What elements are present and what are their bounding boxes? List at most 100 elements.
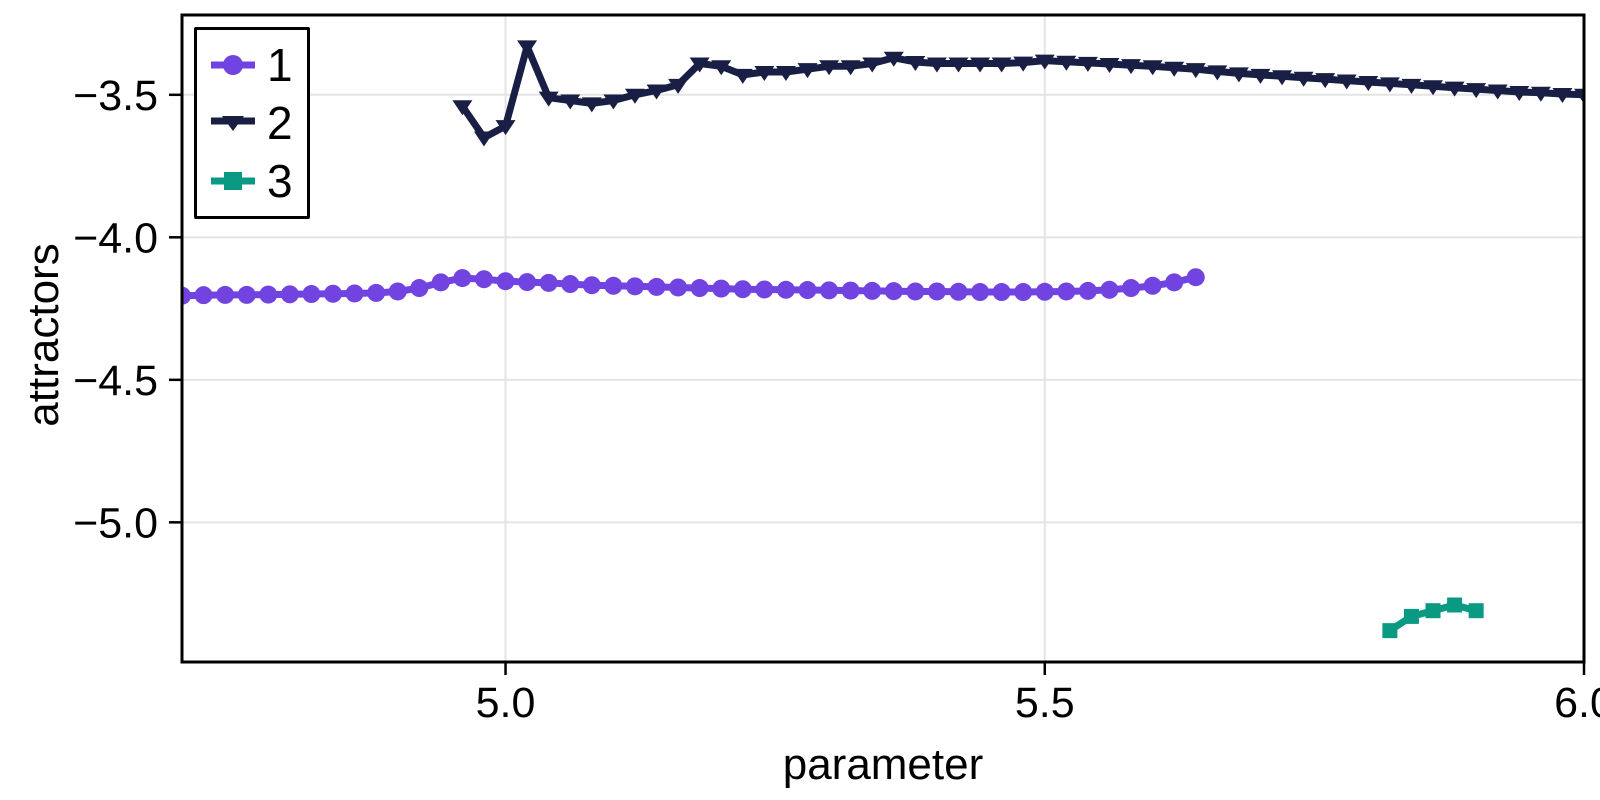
triangle-down-marker-icon <box>1185 63 1206 79</box>
triangle-down-marker-icon <box>1530 86 1551 102</box>
triangle-down-marker-icon <box>948 57 969 73</box>
circle-marker-icon <box>690 279 709 298</box>
circle-marker-icon <box>302 285 321 304</box>
circle-marker-icon <box>345 284 364 303</box>
circle-marker-icon <box>182 286 191 305</box>
triangle-down-marker-icon <box>560 94 581 110</box>
triangle-down-marker-icon <box>1121 59 1142 75</box>
legend-row-series-3: 3 <box>209 156 293 206</box>
legend-glyph-triangle <box>211 116 255 131</box>
x-axis-label: parameter <box>782 740 984 789</box>
y-axis-label: attractors <box>19 243 68 427</box>
legend-label: 3 <box>267 155 293 207</box>
circle-marker-icon <box>259 285 278 304</box>
circle-marker-icon <box>280 285 299 304</box>
triangle-down-marker-icon <box>1336 74 1357 90</box>
circle-marker-icon <box>431 273 450 292</box>
triangle-down-marker-icon <box>495 120 516 136</box>
square-marker-icon <box>1447 597 1463 613</box>
y-tick-label: −3.5 <box>73 72 158 120</box>
triangle-down-marker-icon <box>689 57 710 73</box>
legend-row-series-2: 2 <box>209 98 293 148</box>
triangle-down-marker-icon <box>222 116 244 131</box>
triangle-down-marker-icon <box>1164 61 1185 77</box>
triangle-down-marker-icon <box>1444 81 1465 97</box>
y-tick-label: −4.5 <box>73 357 158 405</box>
circle-marker-icon <box>798 281 817 300</box>
gridlines <box>182 15 1585 662</box>
x-tick-label: 5.5 <box>1015 679 1075 727</box>
triangle-down-marker-icon <box>1423 80 1444 96</box>
series-3 <box>1382 597 1484 639</box>
legend-label: 2 <box>267 97 293 149</box>
circle-marker-icon <box>223 55 243 75</box>
legend-glyph-circle <box>211 55 255 75</box>
y-tick-label: −5.0 <box>73 499 158 547</box>
triangle-down-marker-icon <box>624 88 645 104</box>
circle-marker-icon <box>194 286 213 305</box>
series-2 <box>452 40 1584 147</box>
triangle-down-marker-icon <box>1142 60 1163 76</box>
triangle-down-marker-icon <box>452 100 473 116</box>
circle-marker-icon <box>388 282 407 301</box>
circle-marker-icon <box>539 273 558 292</box>
circle-marker-icon <box>884 282 903 301</box>
x-tick-label: 6.0 <box>1554 679 1600 727</box>
circle-marker-icon <box>323 284 342 303</box>
triangle-down-marker-icon <box>1228 67 1249 83</box>
circle-marker-icon <box>820 281 839 300</box>
triangle-down-marker-icon <box>1272 70 1293 86</box>
triangle-down-marker-icon <box>473 131 494 147</box>
triangle-down-marker-icon <box>581 97 602 113</box>
triangle-down-marker-icon <box>905 56 926 72</box>
circle-marker-icon <box>647 277 666 296</box>
triangle-down-marker-icon <box>926 57 947 73</box>
circle-marker-icon <box>863 281 882 300</box>
circle-marker-icon <box>927 282 946 301</box>
series-1 <box>182 268 1205 305</box>
triangle-down-marker-icon <box>862 57 883 73</box>
triangle-down-marker-icon <box>603 94 624 110</box>
triangle-down-marker-icon <box>1056 55 1077 71</box>
triangle-down-marker-icon <box>1509 85 1530 101</box>
circle-marker-icon <box>1100 280 1119 299</box>
circle-marker-icon <box>1078 281 1097 300</box>
triangle-down-marker-icon <box>1487 84 1508 100</box>
legend-glyph-square <box>211 172 255 190</box>
triangle-down-marker-icon <box>1358 75 1379 91</box>
circle-marker-icon <box>1165 273 1184 292</box>
circle-marker-icon <box>367 283 386 302</box>
circle-marker-icon <box>1014 283 1033 302</box>
triangle-down-marker-icon <box>711 60 732 76</box>
triangle-down-marker-icon <box>1574 88 1584 104</box>
circle-marker-icon <box>906 282 925 301</box>
triangle-down-marker-icon <box>1034 54 1055 70</box>
circle-marker-icon <box>776 280 795 299</box>
triangle-down-marker-icon <box>646 84 667 100</box>
triangle-down-marker-icon <box>1293 71 1314 87</box>
circle-marker-icon <box>410 279 429 298</box>
triangle-down-marker-icon <box>883 51 904 67</box>
circle-marker-icon <box>237 285 256 304</box>
triangle-down-marker-icon <box>840 60 861 76</box>
triangle-down-marker-icon <box>1250 68 1271 84</box>
triangle-down-marker-icon <box>668 78 689 94</box>
circle-marker-icon <box>604 276 623 295</box>
square-marker-icon <box>1468 603 1484 619</box>
circle-marker-icon <box>1035 282 1054 301</box>
triangle-down-marker-icon <box>517 40 538 56</box>
triangle-down-marker-icon <box>1315 73 1336 89</box>
circle-marker-icon <box>518 273 537 292</box>
square-marker-icon <box>224 172 242 190</box>
tick-labels: 5.0 5.5 6.0 −3.5 −4.0 −4.5 −5.0 <box>73 72 1600 727</box>
triangle-down-marker-icon <box>819 60 840 76</box>
circle-marker-icon <box>582 276 601 295</box>
x-tick-label: 5.0 <box>476 679 536 727</box>
circle-marker-icon <box>992 283 1011 302</box>
circle-marker-icon <box>712 279 731 298</box>
circle-marker-icon <box>755 280 774 299</box>
circle-marker-icon <box>971 283 990 302</box>
circle-marker-icon <box>474 270 493 289</box>
series-layer <box>182 40 1584 639</box>
